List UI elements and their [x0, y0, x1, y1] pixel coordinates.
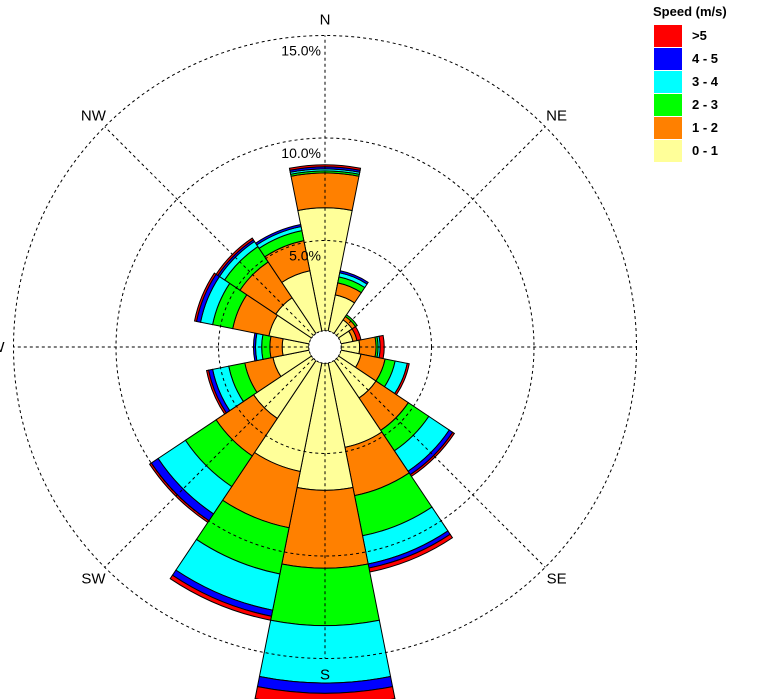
direction-label: SW: [81, 571, 106, 588]
legend-entry: 2 - 3: [654, 93, 758, 116]
petal-segment: [215, 237, 255, 277]
direction-label: NW: [81, 107, 107, 124]
legend-entry: 3 - 4: [654, 70, 758, 93]
petals-layer: [148, 164, 456, 699]
grid-spoke: [104, 358, 314, 568]
legend-entry: >5: [654, 24, 758, 47]
legend-entry: 4 - 5: [654, 47, 758, 70]
direction-label: SE: [547, 571, 567, 588]
legend-label: 0 - 1: [692, 143, 719, 158]
legend-swatch: [654, 70, 682, 93]
legend-swatch: [654, 24, 682, 47]
petal-segment: [288, 164, 362, 171]
grid-spoke: [104, 126, 314, 336]
ring-label: 15.0%: [281, 43, 321, 59]
legend-label: 2 - 3: [692, 97, 719, 112]
legend-label: 1 - 2: [692, 120, 719, 135]
petal-segment: [193, 272, 217, 323]
legend-entry: 0 - 1: [654, 139, 758, 162]
legend-label: 3 - 4: [692, 74, 719, 89]
petal-segment: [148, 462, 210, 524]
legend-label: 4 - 5: [692, 51, 719, 66]
petal-segment: [169, 574, 273, 621]
legend-label: >5: [692, 28, 707, 43]
wind-rose-chart: NNEESESSWWNW5.0%10.0%15.0%: [0, 12, 637, 699]
direction-label: S: [320, 667, 330, 684]
legend: Speed (m/s) >5 4 - 5 3 - 4 2 - 3 1 - 2 0 - 1: [646, 4, 758, 162]
petal-segment: [339, 270, 369, 285]
labels-layer: NNEESESSWWNW5.0%10.0%15.0%: [0, 12, 567, 684]
legend-swatch: [654, 116, 682, 139]
petal-segment: [254, 223, 302, 246]
ring-label: 10.0%: [281, 145, 321, 161]
grid-layer: [13, 35, 637, 659]
legend-entries: >5 4 - 5 3 - 4 2 - 3 1 - 2 0 - 1: [646, 24, 758, 162]
legend-title: Speed (m/s): [653, 4, 727, 19]
petal-segment: [205, 369, 227, 415]
grid-spoke: [336, 126, 546, 336]
direction-label: N: [320, 12, 331, 29]
legend-entry: 1 - 2: [654, 116, 758, 139]
ring-label: 5.0%: [289, 248, 321, 264]
legend-swatch: [654, 93, 682, 116]
legend-swatch: [654, 139, 682, 162]
direction-label: W: [0, 339, 5, 356]
direction-label: NE: [546, 107, 567, 124]
calm-circle: [308, 330, 342, 364]
grid-spoke: [336, 358, 546, 568]
legend-swatch: [654, 47, 682, 70]
